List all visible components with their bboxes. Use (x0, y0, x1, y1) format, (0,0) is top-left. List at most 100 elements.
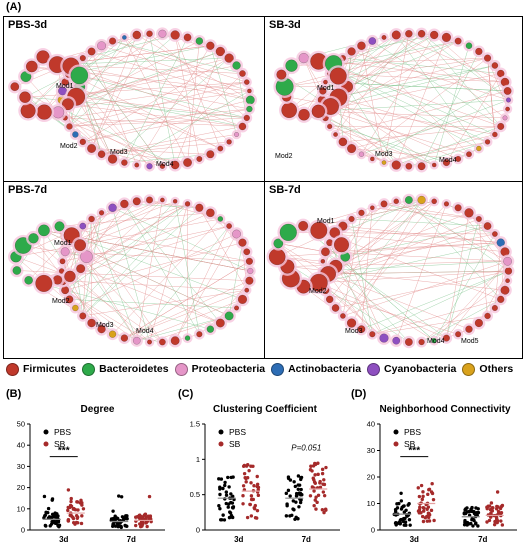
legend-label: Bacteroidetes (99, 363, 169, 375)
network-node (232, 61, 241, 70)
data-point (48, 524, 52, 528)
network-edge (82, 207, 200, 317)
phylum-legend: Firmicutes Bacteroidetes Proteobacteria … (6, 360, 521, 378)
data-point (308, 494, 313, 498)
x-tick-label: 3d (234, 535, 243, 544)
network-node (348, 215, 355, 223)
neighborhood-connectivity-chart: 0 10 20 30 40 3d *** 7d PBS SB (367, 420, 517, 544)
data-point (247, 468, 251, 473)
y-tick-label: 40 (17, 441, 25, 450)
significance-annotation: *** (408, 446, 420, 457)
data-point (229, 475, 233, 480)
data-point (299, 475, 304, 480)
data-point (398, 518, 403, 522)
clustering-coefficient-chart: 0 0.5 1 1.5 3d 7d P=0.051 PBS SB (190, 420, 340, 544)
network-edge (478, 218, 488, 316)
legend-marker (218, 429, 224, 435)
data-point (500, 523, 505, 527)
network-title: PBS-7d (8, 184, 48, 196)
data-point (313, 481, 317, 485)
network-node (97, 41, 107, 51)
network-node (347, 47, 356, 56)
x-tick-label: 3d (410, 535, 419, 544)
network-node (158, 29, 167, 38)
data-point (74, 513, 79, 518)
network-node (232, 229, 241, 239)
data-point (297, 491, 302, 495)
network-node (333, 132, 338, 137)
data-point (292, 480, 296, 484)
network-node (97, 150, 106, 159)
network-node (455, 331, 462, 338)
network-node (368, 37, 377, 45)
data-point (417, 494, 422, 499)
data-point (427, 519, 432, 523)
network-node (405, 29, 413, 38)
data-point (252, 506, 256, 510)
y-tick-label: 10 (367, 499, 375, 508)
network-edge (112, 40, 247, 83)
network-edge (322, 108, 470, 155)
network-edge (396, 37, 447, 166)
network-node (455, 155, 462, 163)
data-point (288, 514, 292, 518)
network-node (60, 247, 70, 257)
data-point (125, 524, 129, 528)
network-node (505, 97, 512, 103)
data-point (218, 507, 222, 511)
network-node (404, 338, 413, 346)
network-node (184, 335, 191, 341)
network-edge (69, 108, 250, 127)
network-edge (351, 148, 459, 160)
data-point (485, 520, 489, 524)
data-point (311, 464, 316, 468)
network-node (38, 224, 50, 237)
data-point (124, 515, 128, 519)
network-node (391, 160, 401, 170)
data-point (322, 478, 326, 482)
data-point (427, 487, 431, 492)
network-edge (65, 242, 243, 291)
module-label: Mod1 (317, 85, 335, 92)
network-node (147, 339, 153, 345)
data-point (417, 511, 422, 515)
network-node (217, 216, 224, 222)
data-point (230, 505, 235, 510)
network-node (243, 248, 251, 256)
data-point (499, 511, 504, 515)
network-edge (91, 148, 211, 155)
series-points (485, 490, 505, 527)
legend-dot-icon (271, 362, 285, 376)
data-point (309, 464, 313, 468)
data-point (50, 520, 55, 524)
data-point (489, 515, 493, 519)
data-point (476, 510, 481, 515)
y-tick-label: 0 (371, 526, 375, 535)
network-edge (342, 57, 501, 74)
network-node (325, 295, 334, 304)
data-point (292, 508, 296, 512)
network-edge (69, 45, 211, 74)
network-edge (333, 63, 495, 135)
network-node (454, 204, 462, 212)
data-point (69, 499, 73, 504)
data-point (284, 491, 289, 496)
data-point (249, 481, 253, 485)
data-point (489, 511, 493, 515)
legend-label: PBS (54, 427, 71, 437)
module-label: Mod3 (345, 328, 363, 335)
data-point (313, 473, 317, 477)
data-point (222, 518, 227, 522)
network-node (245, 276, 254, 285)
data-point (498, 506, 503, 511)
network-edge (446, 261, 508, 339)
module-label: Mod2 (52, 298, 70, 305)
data-point (321, 482, 325, 486)
data-point (421, 494, 425, 499)
network-node (320, 259, 326, 264)
data-point (217, 477, 221, 481)
data-point (318, 479, 322, 484)
series-points (134, 494, 153, 529)
network-edge (69, 37, 125, 127)
network-node (172, 199, 178, 204)
